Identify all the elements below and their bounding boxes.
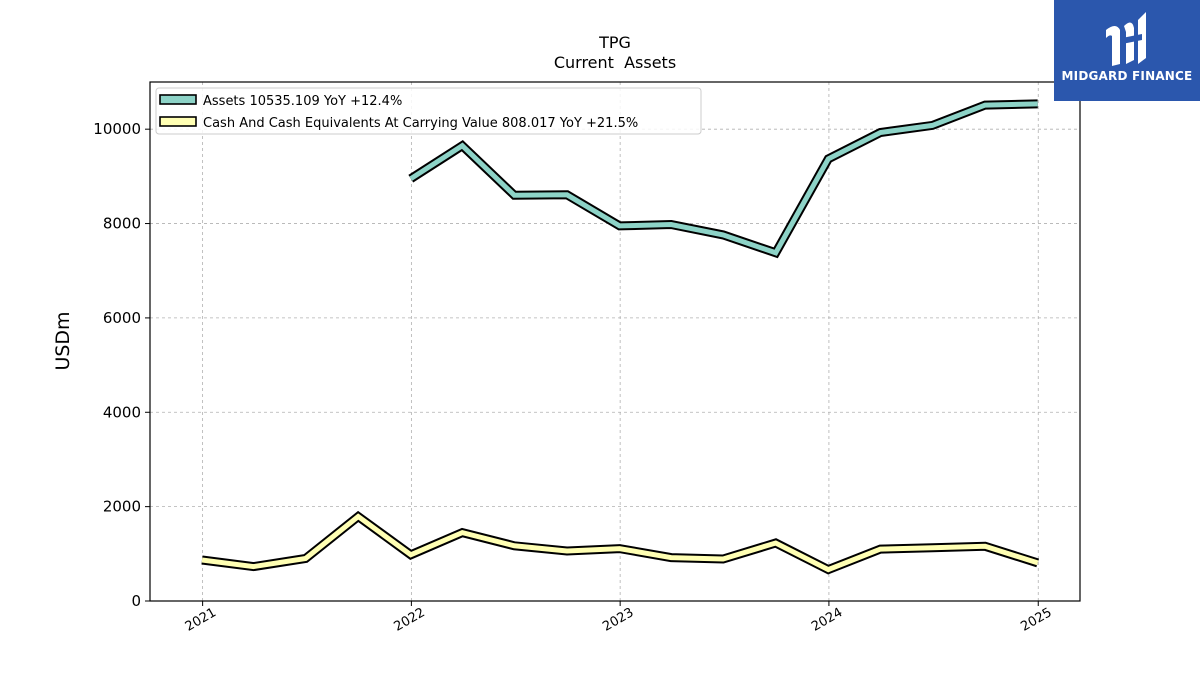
chart-subtitle: Current Assets (554, 53, 676, 72)
x-tick-label: 2021 (183, 605, 219, 635)
y-tick-label: 0 (131, 592, 141, 610)
x-tick-label: 2023 (600, 605, 636, 635)
y-tick-label: 8000 (103, 215, 141, 233)
grid-lines (150, 82, 1080, 602)
legend-swatch-1 (159, 94, 197, 105)
y-tick-label: 2000 (103, 498, 141, 516)
brand-mark-icon (1106, 12, 1146, 66)
y-tick-label: 6000 (103, 309, 141, 327)
series-line-1 (409, 101, 1038, 256)
brand-logo: MIDGARD FINANCE (1054, 0, 1200, 101)
chart-title: TPG (598, 33, 631, 52)
legend-label-2: Cash And Cash Equivalents At Carrying Va… (203, 116, 638, 131)
legend-swatch-2 (159, 116, 197, 127)
y-tick-label: 10000 (93, 120, 141, 138)
legend-label-1: Assets 10535.109 YoY +12.4% (203, 94, 402, 109)
series-line-2 (201, 513, 1039, 573)
brand-name: MIDGARD FINANCE (1061, 69, 1193, 83)
plot-area (149, 81, 1081, 602)
y-axis-label: USDm (52, 311, 74, 370)
series-layer (201, 99, 1040, 575)
legend: Assets 10535.109 YoY +12.4% Cash And Cash… (155, 87, 702, 135)
x-tick-label: 2025 (1018, 605, 1054, 635)
x-tick-label: 2024 (809, 605, 845, 635)
legend-box (155, 87, 702, 135)
x-tick-label: 2022 (392, 605, 428, 635)
y-tick-label: 4000 (103, 403, 141, 421)
